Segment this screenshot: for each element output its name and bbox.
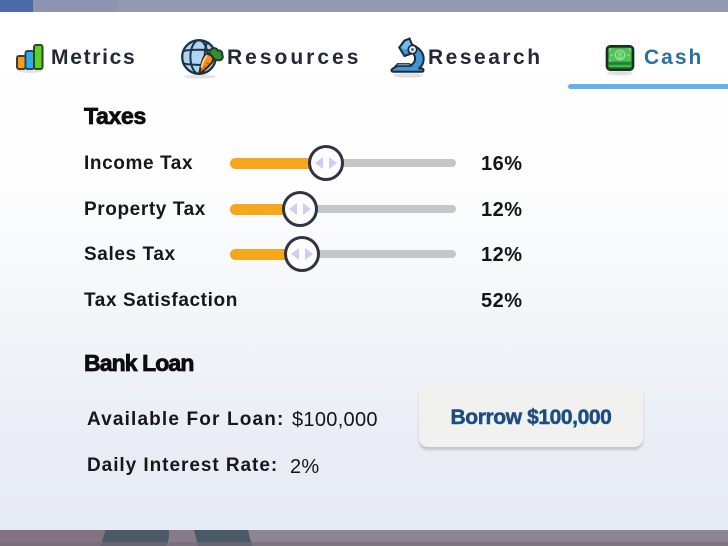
svg-text:$: $ [618,50,623,60]
